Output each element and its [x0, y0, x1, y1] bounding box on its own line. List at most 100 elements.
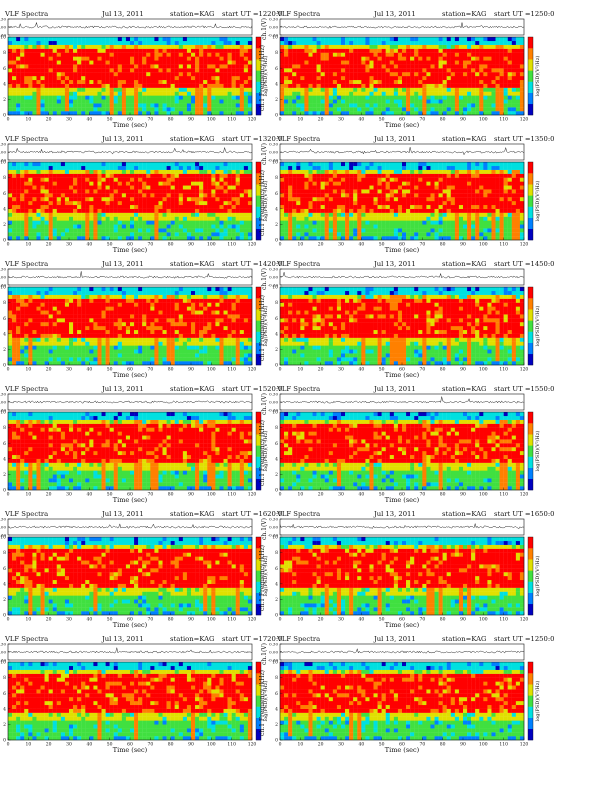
spectrogram-cell: [300, 99, 305, 104]
spectrogram-cell: [454, 68, 460, 73]
spectrogram-cell: [442, 87, 447, 92]
spectrogram-cell: [199, 60, 204, 65]
spectrogram-cell: [312, 37, 317, 42]
spectrogram-cell: [430, 44, 435, 49]
spectrogram-cell: [284, 72, 289, 77]
spectrogram-cell: [130, 72, 135, 77]
spectrogram-cell: [487, 72, 492, 77]
spectrogram-cell: [442, 52, 447, 57]
spectrogram-cell: [73, 99, 78, 104]
time-xlabel: Time (sec): [113, 246, 148, 254]
spectrogram-cell: [113, 197, 118, 202]
spectrogram-cell: [292, 189, 297, 194]
spectrogram-cell: [389, 103, 395, 108]
spectrogram-cell: [487, 60, 492, 65]
spectrogram-cell: [438, 52, 443, 57]
spectrogram-cell: [93, 208, 98, 213]
spectrogram-cell: [353, 189, 358, 194]
spectrogram-cell: [186, 162, 192, 167]
spectrogram-cell: [89, 107, 94, 112]
spectrogram-cell: [36, 236, 41, 241]
spectrogram-cell: [113, 212, 118, 217]
spectrogram-cell: [97, 181, 102, 186]
spectrogram-cell: [406, 185, 411, 190]
spectrogram-cell: [195, 208, 200, 213]
spectrogram-cell: [199, 68, 204, 73]
spectrogram-cell: [117, 64, 123, 69]
spectrogram-cell: [158, 99, 163, 104]
spectrogram-cell: [130, 64, 135, 69]
spectrogram-cell: [406, 224, 411, 229]
spectrogram-cell: [77, 91, 82, 96]
spectrogram-cell: [203, 40, 208, 45]
spectrogram-cell: [503, 40, 508, 45]
spectrogram-cell: [324, 83, 329, 88]
spectrogram-cell: [308, 37, 313, 42]
spectrogram-cell: [69, 103, 74, 108]
spectrogram-cell: [109, 99, 114, 104]
spectrogram-cell: [280, 103, 285, 108]
spectrogram-cell: [503, 103, 508, 108]
spectrogram-cell: [227, 72, 232, 77]
spectrogram-cell: [389, 236, 395, 241]
spectrogram-cell: [450, 232, 456, 237]
spectrogram-cell: [483, 107, 488, 112]
spectrogram-cell: [182, 208, 188, 213]
spectrogram-cell: [320, 64, 325, 69]
spectrogram-cell: [361, 107, 366, 112]
spectrogram-cell: [308, 40, 313, 45]
spectrogram-cell: [389, 79, 395, 84]
spectrogram-cell: [308, 220, 313, 225]
spectrogram-cell: [296, 99, 301, 104]
waveform-tick-label: 0.00: [0, 25, 6, 30]
spectrogram-cell: [247, 232, 253, 237]
spectrogram-cell: [467, 79, 472, 84]
spectrogram-cell: [296, 52, 301, 57]
spectrogram-cell: [12, 212, 17, 217]
spectrogram-cell: [239, 204, 245, 209]
spectrogram-cell: [483, 79, 488, 84]
spectrogram-cell: [402, 232, 407, 237]
spectrogram-cell: [105, 201, 110, 206]
spectrogram-cell: [361, 181, 366, 186]
spectrogram-cell: [125, 44, 131, 49]
spectrogram-cell: [215, 40, 220, 45]
spectrogram-cell: [288, 44, 293, 49]
spectrogram-cell: [450, 220, 456, 225]
spectrogram-cell: [101, 177, 106, 182]
spectrogram-cell: [85, 44, 90, 49]
spectrogram-cell: [300, 197, 305, 202]
spectrogram-cell: [353, 201, 358, 206]
spectrogram-cell: [345, 193, 350, 198]
spectrogram-cell: [426, 99, 431, 104]
spectrogram-cell: [471, 181, 476, 186]
spectrogram-cell: [324, 56, 329, 61]
spectrogram-cell: [381, 99, 386, 104]
spectrogram-cell: [479, 228, 484, 233]
spectrogram-cell: [69, 220, 74, 225]
spectrogram-cell: [73, 224, 78, 229]
spectrogram-cell: [280, 72, 285, 77]
spectrogram-cell: [178, 216, 184, 221]
spectrogram-cell: [150, 185, 155, 190]
spectrogram-cell: [422, 189, 427, 194]
spectrogram-cell: [243, 56, 249, 61]
spectrogram-cell: [146, 193, 151, 198]
spectrogram-cell: [377, 107, 382, 112]
spectrogram-cell: [125, 48, 131, 53]
spectrogram-cell: [235, 52, 240, 57]
spectrogram-cell: [89, 220, 94, 225]
spectrogram-cell: [402, 189, 407, 194]
spectrogram-cell: [85, 204, 90, 209]
spectrogram-cell: [93, 177, 98, 182]
spectrogram-cell: [361, 197, 366, 202]
spectrogram-cell: [56, 95, 62, 100]
spectrogram-cell: [158, 162, 163, 167]
spectrogram-cell: [515, 76, 521, 81]
spectrogram-cell: [247, 236, 253, 241]
spectrogram-cell: [361, 236, 366, 241]
spectrogram-cell: [125, 83, 131, 88]
spectrogram-cell: [377, 208, 382, 213]
spectrogram-cell: [357, 201, 362, 206]
spectrogram-cell: [487, 56, 492, 61]
